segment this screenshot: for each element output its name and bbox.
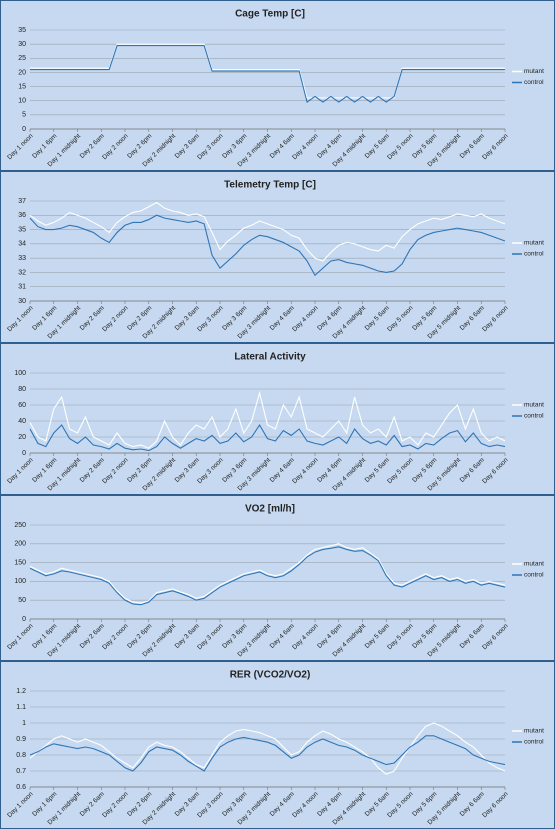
series-line <box>29 546 506 606</box>
legend-label: control <box>524 572 544 579</box>
y-tick-label: 0.8 <box>16 752 26 759</box>
y-tick-label: 10 <box>18 98 26 105</box>
y-tick-label: 36 <box>18 212 26 219</box>
y-tick-label: 35 <box>18 27 26 34</box>
y-tick-label: 50 <box>18 597 26 604</box>
series-line <box>29 201 506 262</box>
y-tick-label: 30 <box>18 41 26 48</box>
y-tick-label: 35 <box>18 226 26 233</box>
y-tick-label: 15 <box>18 83 26 90</box>
legend-label: mutant <box>524 728 544 735</box>
panel-frame <box>0 171 555 343</box>
y-tick-label: 5 <box>22 112 26 119</box>
legend-label: mutant <box>524 240 544 247</box>
legend-label: mutant <box>524 561 544 568</box>
panel-frame <box>0 0 555 171</box>
y-tick-label: 100 <box>14 578 26 585</box>
legend-label: control <box>524 739 544 746</box>
chart-title: VO2 [ml/h] <box>245 504 295 515</box>
y-tick-label: 20 <box>18 69 26 76</box>
y-tick-label: 100 <box>14 370 26 377</box>
legend-label: control <box>524 251 544 258</box>
y-tick-label: 31 <box>18 284 26 291</box>
y-tick-label: 25 <box>18 55 26 62</box>
y-tick-label: 0.6 <box>16 784 26 791</box>
chart-title: Lateral Activity <box>234 352 306 363</box>
y-tick-label: 150 <box>14 559 26 566</box>
legend-label: control <box>524 79 544 86</box>
y-tick-label: 30 <box>18 298 26 305</box>
y-tick-label: 1.2 <box>16 688 26 695</box>
series-line <box>29 722 506 775</box>
y-tick-label: 32 <box>18 269 26 276</box>
y-tick-label: 0 <box>22 616 26 623</box>
y-tick-label: 80 <box>18 386 26 393</box>
y-tick-label: 60 <box>18 402 26 409</box>
series-line <box>29 423 506 452</box>
y-tick-label: 200 <box>14 541 26 548</box>
legend-label: mutant <box>524 402 544 409</box>
y-tick-label: 250 <box>14 522 26 529</box>
series-line <box>30 45 505 104</box>
y-tick-label: 37 <box>18 198 26 205</box>
y-tick-label: 1.1 <box>16 704 26 711</box>
legend-label: mutant <box>524 68 544 75</box>
y-tick-label: 0 <box>22 126 26 133</box>
legend-label: control <box>524 413 544 420</box>
y-tick-label: 34 <box>18 241 26 248</box>
y-tick-label: 33 <box>18 255 26 262</box>
series-line <box>29 390 506 449</box>
chart-title: Telemetry Temp [C] <box>224 180 316 191</box>
y-tick-label: 20 <box>18 434 26 441</box>
series-line <box>29 735 506 772</box>
y-tick-label: 0.9 <box>16 736 26 743</box>
chart-title: RER (VCO2/VO2) <box>230 670 311 681</box>
y-tick-label: 40 <box>18 418 26 425</box>
chart-title: Cage Temp [C] <box>235 9 305 20</box>
series-line <box>29 214 506 277</box>
series-line <box>29 543 506 604</box>
y-tick-label: 0 <box>22 450 26 457</box>
y-tick-label: 0.7 <box>16 768 26 775</box>
y-tick-label: 1 <box>22 720 26 727</box>
